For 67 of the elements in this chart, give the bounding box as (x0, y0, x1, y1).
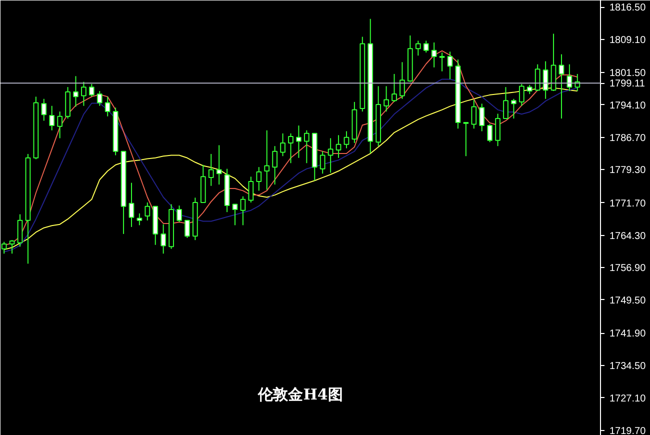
candlestick (256, 166, 262, 192)
candlestick (144, 202, 150, 221)
candlestick (216, 144, 222, 186)
y-tick-label: 1786.70 (610, 132, 646, 144)
candlestick (534, 64, 540, 92)
y-tick-label: 1734.50 (610, 361, 646, 372)
candlestick (184, 220, 190, 238)
y-tick-label: 1764.30 (610, 230, 646, 242)
candlestick (400, 62, 405, 100)
y-tick-label: 1809.10 (610, 34, 646, 46)
candlestick (511, 98, 516, 120)
candlestick (518, 84, 524, 106)
y-tick-label: 1779.30 (610, 165, 646, 176)
candlestick (57, 111, 63, 139)
candlestick (344, 130, 350, 149)
candlestick (96, 90, 102, 106)
candlestick (208, 153, 214, 186)
candlestick (487, 124, 493, 143)
candlestick (392, 73, 397, 102)
candlestick (463, 122, 469, 157)
candlestick (17, 214, 23, 248)
candlestick (41, 98, 47, 122)
candlestick (558, 54, 564, 120)
y-tick-label: 1741.90 (610, 328, 646, 340)
candlestick (136, 212, 142, 226)
y-tick-label: 1756.90 (610, 263, 646, 274)
candlestick (415, 40, 421, 56)
candlestick (88, 84, 94, 98)
candlestick (73, 76, 78, 108)
candlestick (240, 196, 246, 226)
candlestick (104, 96, 110, 117)
y-tick-label: 1719.70 (610, 426, 646, 435)
candlestick (526, 84, 532, 95)
candlestick (128, 182, 134, 228)
candlestick (280, 132, 286, 157)
candlestick (232, 204, 238, 226)
candlestick (264, 130, 270, 190)
candlestick (447, 51, 453, 80)
y-tick-label: 1749.50 (610, 295, 646, 306)
candlestick (320, 150, 326, 174)
candlestick (495, 113, 500, 147)
candlestick (431, 42, 437, 68)
candlestick (272, 146, 278, 186)
candlestick (9, 240, 15, 254)
candlestick (81, 81, 86, 106)
candlestick (423, 40, 429, 54)
candlestick (176, 205, 182, 223)
candlestick (384, 86, 389, 112)
candlestick (336, 134, 342, 158)
text: 伦敦金H4图 (257, 386, 343, 404)
candlestick (471, 99, 477, 130)
candlestick (479, 103, 485, 132)
y-tick-label: 1816.50 (610, 2, 646, 14)
y-tick-label: 1771.70 (610, 198, 646, 210)
candlestick (296, 125, 302, 158)
candlestick (248, 176, 254, 203)
candlestick (288, 132, 294, 164)
candlestick (503, 86, 508, 120)
candlestick (328, 138, 334, 174)
y-tick-label: 1794.10 (610, 100, 646, 112)
candlestick (49, 105, 55, 131)
candlestick (304, 130, 310, 164)
y-tick-label: 1727.10 (610, 393, 646, 404)
candlestick (439, 52, 445, 72)
ref-line-label: 1799.11 (610, 78, 646, 90)
candlestick (160, 224, 166, 254)
y-tick-label: 1801.50 (610, 68, 646, 80)
